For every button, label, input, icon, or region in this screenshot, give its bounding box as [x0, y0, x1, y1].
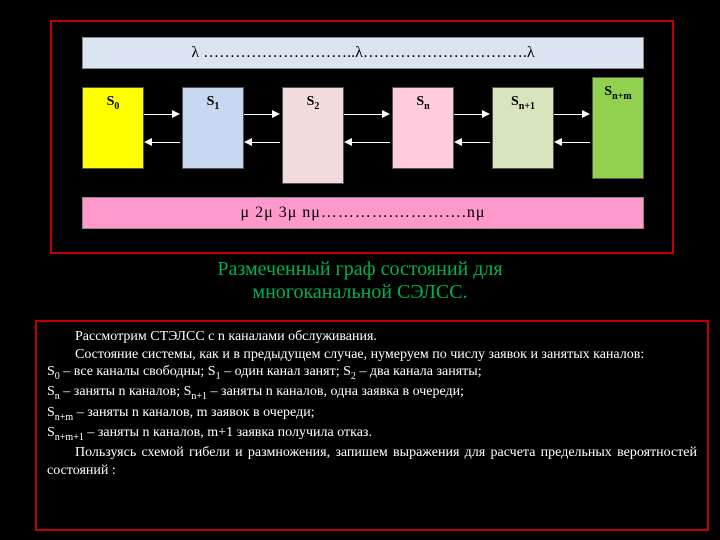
- state-label: S0: [83, 94, 143, 112]
- text-line: Sn+m – заняты n каналов, m заявок в очер…: [47, 404, 697, 424]
- state-label: S1: [183, 94, 243, 112]
- state-diagram: λ ………………………..λ………………………….λ S0 S1 S2 Sn S…: [50, 20, 674, 254]
- lambda-bar: λ ………………………..λ………………………….λ: [82, 37, 644, 69]
- text-line: Sn – заняты n каналов; Sn+1 – заняты n к…: [47, 383, 697, 403]
- text-line: Пользуясь схемой гибели и размножения, з…: [47, 444, 697, 479]
- state-s1: S1: [182, 87, 244, 169]
- state-s2: S2: [282, 87, 344, 184]
- state-label: S2: [283, 94, 343, 112]
- diagram-caption: Размеченный граф состояний длямногоканал…: [0, 258, 720, 304]
- text-line: Sn+m+1 – заняты n каналов, m+1 заявка по…: [47, 424, 697, 444]
- state-label: Sn+m: [593, 84, 643, 102]
- state-s0: S0: [82, 87, 144, 169]
- text-line: S0 – все каналы свободны; S1 – один кана…: [47, 363, 697, 383]
- state-sn: Sn: [392, 87, 454, 169]
- state-sn1: Sn+1: [492, 87, 554, 169]
- text-line: Рассмотрим СТЭЛСС с n каналами обслужива…: [47, 328, 697, 346]
- mu-bar: μ 2μ 3μ nμ………….………….nμ: [82, 197, 644, 229]
- state-snm: Sn+m: [592, 77, 644, 179]
- state-label: Sn+1: [493, 94, 553, 112]
- state-label: Sn: [393, 94, 453, 112]
- slide: λ ………………………..λ………………………….λ S0 S1 S2 Sn S…: [0, 0, 720, 540]
- description-text: Рассмотрим СТЭЛСС с n каналами обслужива…: [35, 320, 709, 531]
- text-line: Состояние системы, как и в предыдущем сл…: [47, 346, 697, 364]
